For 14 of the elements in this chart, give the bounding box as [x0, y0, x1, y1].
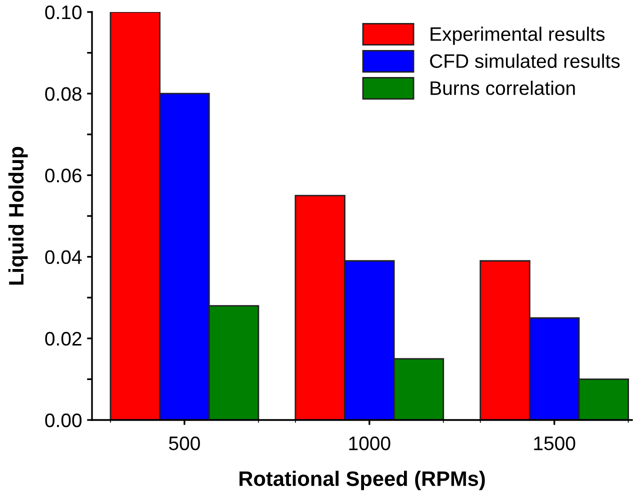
- x-tick-label: 500: [169, 436, 200, 450]
- x-tick-label: 1500: [534, 436, 576, 450]
- y-tick-label: 0.04: [45, 250, 82, 264]
- y-tick-label: 0.02: [45, 332, 82, 346]
- y-tick-label: 0.00: [45, 413, 82, 428]
- y-tick-label: 0.06: [45, 168, 82, 182]
- y-axis-title: Liquid Holdup: [8, 146, 28, 285]
- legend-label: Experimental results: [430, 26, 605, 45]
- x-axis-title: Rotational Speed (RPMs): [240, 470, 485, 490]
- y-tick-label: 0.08: [45, 87, 82, 101]
- legend-label: Burns correlation: [430, 80, 575, 96]
- legend-label: CFD simulated results: [430, 54, 620, 68]
- y-tick-label: 0.10: [45, 5, 82, 20]
- x-tick-label: 1000: [349, 436, 390, 450]
